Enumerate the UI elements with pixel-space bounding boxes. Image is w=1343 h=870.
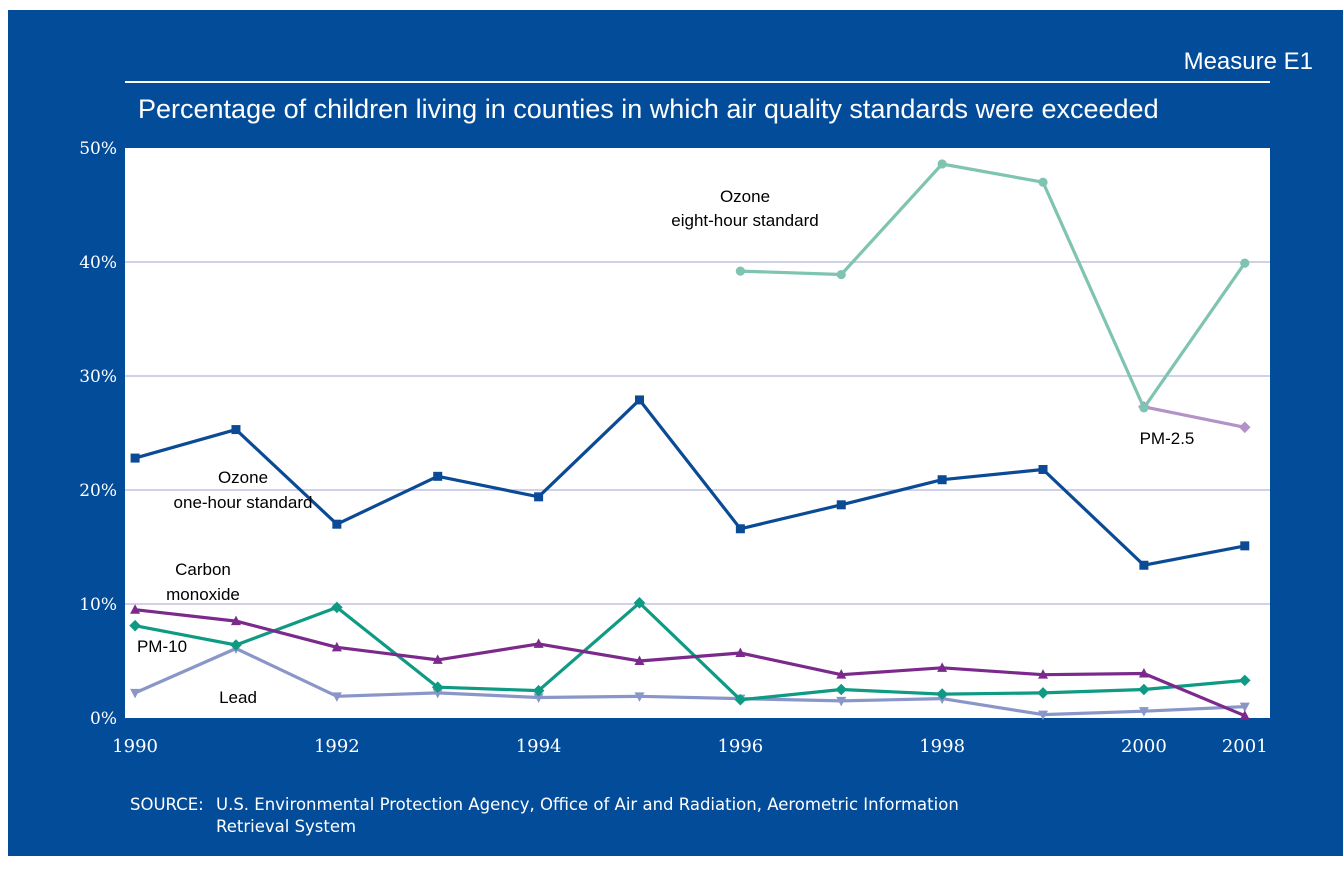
series-line-carbon-monoxide: [134, 608, 1246, 718]
data-point-ozone-eight-hour-standard: [937, 159, 947, 169]
data-point-ozone-eight-hour-standard: [1240, 258, 1250, 268]
data-point-lead: [432, 688, 443, 699]
data-point-lead: [1239, 702, 1250, 713]
data-point-pm-10: [835, 683, 848, 696]
measure-label: Measure E1: [1183, 48, 1313, 75]
data-point-carbon-monoxide: [1239, 710, 1250, 720]
data-point-pm-10: [1138, 683, 1150, 696]
data-point-ozone-one-hour-standard: [1139, 560, 1149, 570]
data-point-pm-10: [936, 688, 948, 700]
data-point-ozone-eight-hour-standard: [735, 266, 745, 276]
series-label-carbon-monoxide: Carbon: [175, 560, 231, 579]
data-point-pm-10: [633, 597, 646, 609]
x-tick-label: 1996: [717, 736, 763, 757]
data-point-carbon-monoxide: [1138, 668, 1149, 678]
data-point-lead: [331, 692, 342, 702]
y-tick-label: 40%: [79, 253, 117, 273]
series-line-lead: [134, 646, 1245, 717]
y-tick-label: 20%: [79, 481, 117, 501]
x-tick-label: 1998: [919, 736, 965, 757]
data-point-ozone-eight-hour-standard: [836, 269, 846, 280]
chart-title: Percentage of children living in countie…: [138, 94, 1159, 124]
data-point-lead: [634, 692, 645, 702]
data-point-pm-10: [431, 681, 444, 694]
data-point-carbon-monoxide: [533, 638, 544, 648]
x-tick-label: 1990: [112, 736, 158, 757]
x-tick-label: 1992: [314, 736, 360, 757]
series-label-ozone-one-hour-standard: one-hour standard: [174, 493, 313, 512]
data-point-lead: [1138, 707, 1149, 717]
data-point-pm-10: [1238, 674, 1251, 687]
source-line-1: U.S. Environmental Protection Agency, Of…: [216, 795, 959, 814]
data-point-ozone-one-hour-standard: [534, 492, 544, 502]
data-point-ozone-one-hour-standard: [1240, 541, 1250, 551]
data-point-pm-2-5: [1238, 421, 1251, 434]
series-label-ozone-eight-hour-standard: Ozone: [720, 187, 770, 206]
data-point-carbon-monoxide: [331, 641, 342, 652]
data-point-carbon-monoxide: [836, 669, 847, 679]
data-point-pm-10: [331, 601, 343, 614]
data-point-ozone-one-hour-standard: [634, 395, 644, 405]
data-point-carbon-monoxide: [230, 615, 241, 626]
x-tick-label: 2000: [1121, 736, 1167, 757]
y-tick-label: 50%: [79, 139, 117, 159]
source-line-2: Retrieval System: [216, 817, 357, 836]
data-point-lead: [1038, 710, 1049, 721]
data-point-lead: [836, 696, 847, 707]
plot-area: [125, 148, 1270, 718]
series-line-pm-2-5: [1143, 405, 1246, 429]
data-point-ozone-one-hour-standard: [231, 425, 241, 435]
series-label-carbon-monoxide: monoxide: [166, 585, 240, 604]
series-line-pm-10: [134, 601, 1245, 702]
x-tick-label: 1994: [516, 736, 562, 757]
series-label-ozone-eight-hour-standard: eight-hour standard: [671, 211, 818, 230]
data-point-ozone-eight-hour-standard: [1038, 177, 1048, 187]
data-point-ozone-one-hour-standard: [433, 471, 443, 481]
data-point-ozone-one-hour-standard: [937, 475, 947, 485]
header-rule: [125, 81, 1270, 83]
data-point-pm-10: [532, 684, 545, 697]
data-point-ozone-eight-hour-standard: [1139, 403, 1149, 413]
data-point-ozone-one-hour-standard: [332, 519, 342, 529]
data-point-ozone-one-hour-standard: [735, 524, 745, 534]
source-note: SOURCE: U.S. Environmental Protection Age…: [130, 794, 959, 838]
data-point-carbon-monoxide: [937, 662, 948, 672]
data-point-pm-10: [734, 693, 747, 706]
source-label: SOURCE:: [130, 795, 204, 814]
data-point-carbon-monoxide: [130, 604, 141, 614]
data-point-pm-10: [1037, 687, 1049, 699]
data-point-carbon-monoxide: [735, 647, 746, 658]
data-point-pm-10: [129, 619, 141, 632]
series-line-ozone-one-hour-standard: [134, 398, 1246, 567]
x-tick-label: 2001: [1222, 736, 1268, 757]
data-point-carbon-monoxide: [634, 655, 645, 665]
data-point-ozone-one-hour-standard: [1038, 464, 1048, 474]
y-tick-label: 0%: [90, 709, 117, 729]
series-line-ozone-eight-hour-standard: [740, 162, 1247, 410]
data-point-carbon-monoxide: [1038, 669, 1049, 679]
series-label-pm-2-5: PM-2.5: [1140, 429, 1195, 448]
data-point-ozone-one-hour-standard: [836, 500, 846, 510]
data-point-ozone-one-hour-standard: [130, 453, 140, 463]
y-tick-label: 10%: [79, 595, 117, 615]
series-label-pm-10: PM-10: [137, 637, 187, 656]
data-point-carbon-monoxide: [432, 654, 443, 664]
data-point-pm-10: [230, 639, 242, 651]
series-label-ozone-one-hour-standard: Ozone: [218, 468, 268, 487]
series-label-lead: Lead: [219, 688, 257, 707]
y-tick-label: 30%: [79, 367, 117, 387]
data-point-lead: [130, 688, 141, 699]
data-point-lead: [533, 693, 544, 703]
